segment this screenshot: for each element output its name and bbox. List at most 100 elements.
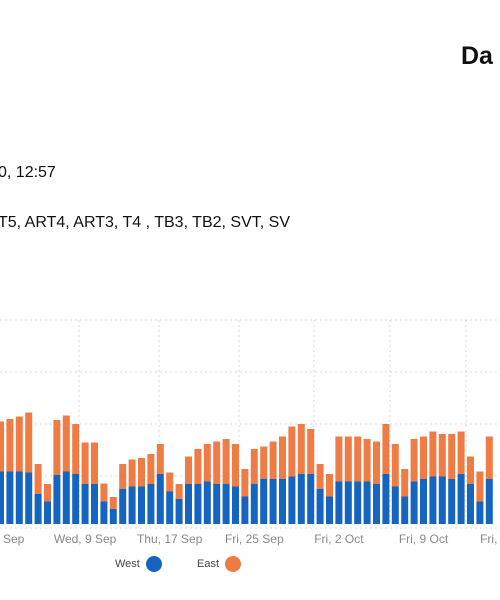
bar-east[interactable] [232, 444, 239, 487]
bar-west[interactable] [213, 484, 221, 524]
bar-west[interactable] [91, 484, 98, 524]
bar-west[interactable] [156, 474, 164, 524]
bar-east[interactable] [128, 459, 136, 487]
bar-west[interactable] [203, 481, 211, 525]
bar-east[interactable] [269, 441, 277, 480]
bar-east[interactable] [420, 436, 427, 480]
bar-east[interactable] [175, 484, 183, 499]
bar-west[interactable] [72, 474, 80, 524]
bar-west[interactable] [81, 484, 89, 524]
bar-east[interactable] [279, 436, 286, 480]
bar-east[interactable] [354, 436, 362, 482]
bar-west[interactable] [438, 476, 446, 525]
bar-east[interactable] [260, 446, 268, 480]
bar-east[interactable] [185, 456, 192, 485]
bar-east[interactable] [44, 484, 51, 502]
bar-east[interactable] [457, 431, 465, 475]
bar-east[interactable] [382, 424, 390, 474]
bar-east[interactable] [410, 439, 418, 482]
bar-west[interactable] [166, 491, 174, 525]
bar-west[interactable] [354, 481, 362, 525]
bar-east[interactable] [138, 458, 145, 487]
bar-east[interactable] [297, 424, 305, 474]
bar-west[interactable] [326, 496, 333, 525]
bar-west[interactable] [0, 471, 4, 525]
bar-east[interactable] [147, 454, 155, 484]
bar-west[interactable] [448, 479, 456, 524]
bar-east[interactable] [6, 419, 14, 472]
bar-west[interactable] [6, 471, 14, 525]
bar-west[interactable] [109, 509, 117, 524]
bar-east[interactable] [438, 434, 446, 477]
bar-west[interactable] [457, 474, 465, 524]
bar-west[interactable] [241, 496, 249, 525]
legend-item-east[interactable]: East [197, 555, 242, 573]
bar-east[interactable] [81, 442, 89, 485]
bar-east[interactable] [222, 439, 230, 484]
bar-west[interactable] [194, 484, 202, 524]
bar-west[interactable] [62, 471, 70, 525]
bar-west[interactable] [128, 486, 136, 525]
bar-east[interactable] [156, 444, 164, 474]
bar-west[interactable] [420, 479, 427, 524]
bar-west[interactable] [307, 474, 315, 524]
bar-east[interactable] [335, 436, 343, 482]
bar-east[interactable] [401, 469, 409, 497]
bar-west[interactable] [269, 479, 277, 524]
bar-west[interactable] [15, 471, 23, 525]
bar-east[interactable] [363, 439, 371, 482]
bar-east[interactable] [119, 464, 127, 489]
bar-west[interactable] [363, 481, 371, 525]
bar-west[interactable] [391, 486, 399, 525]
bar-east[interactable] [344, 436, 352, 482]
bar-east[interactable] [326, 474, 333, 497]
bar-west[interactable] [250, 484, 258, 524]
bar-west[interactable] [410, 481, 418, 525]
bar-east[interactable] [166, 472, 174, 492]
bar-west[interactable] [138, 486, 145, 525]
bar-east[interactable] [213, 441, 221, 485]
bar-west[interactable] [288, 476, 296, 525]
bar-west[interactable] [119, 489, 127, 524]
bar-east[interactable] [53, 420, 61, 475]
bar-west[interactable] [467, 484, 474, 524]
bar-west[interactable] [373, 484, 380, 524]
bar-east[interactable] [391, 444, 399, 487]
bar-east[interactable] [203, 444, 211, 482]
bar-east[interactable] [429, 431, 437, 477]
legend-item-west[interactable]: West [115, 555, 162, 573]
bar-west[interactable] [297, 474, 305, 524]
bar-west[interactable] [175, 499, 183, 524]
bar-west[interactable] [429, 476, 437, 525]
bar-east[interactable] [15, 416, 23, 472]
bar-east[interactable] [72, 424, 80, 474]
bar-east[interactable] [100, 483, 108, 502]
bar-east[interactable] [485, 436, 493, 480]
bar-east[interactable] [250, 449, 258, 484]
bar-east[interactable] [62, 415, 70, 472]
bar-west[interactable] [382, 474, 390, 524]
bar-west[interactable] [53, 475, 61, 524]
bar-east[interactable] [109, 497, 117, 509]
bar-west[interactable] [232, 486, 239, 525]
bar-west[interactable] [335, 481, 343, 525]
bar-east[interactable] [34, 464, 42, 494]
bar-west[interactable] [100, 501, 108, 525]
bar-west[interactable] [279, 479, 286, 524]
bar-east[interactable] [91, 442, 98, 485]
bar-west[interactable] [260, 479, 268, 524]
bar-east[interactable] [316, 464, 324, 489]
bar-east[interactable] [288, 426, 296, 477]
bar-west[interactable] [222, 484, 230, 524]
bar-west[interactable] [147, 484, 155, 524]
bar-east[interactable] [373, 441, 380, 485]
bar-east[interactable] [241, 469, 249, 497]
bar-east[interactable] [307, 429, 315, 474]
bar-west[interactable] [476, 501, 484, 525]
bar-west[interactable] [401, 496, 409, 525]
bar-west[interactable] [25, 472, 33, 525]
bar-west[interactable] [34, 494, 42, 524]
bar-west[interactable] [344, 481, 352, 525]
bar-east[interactable] [467, 456, 474, 485]
bar-west[interactable] [485, 479, 493, 524]
